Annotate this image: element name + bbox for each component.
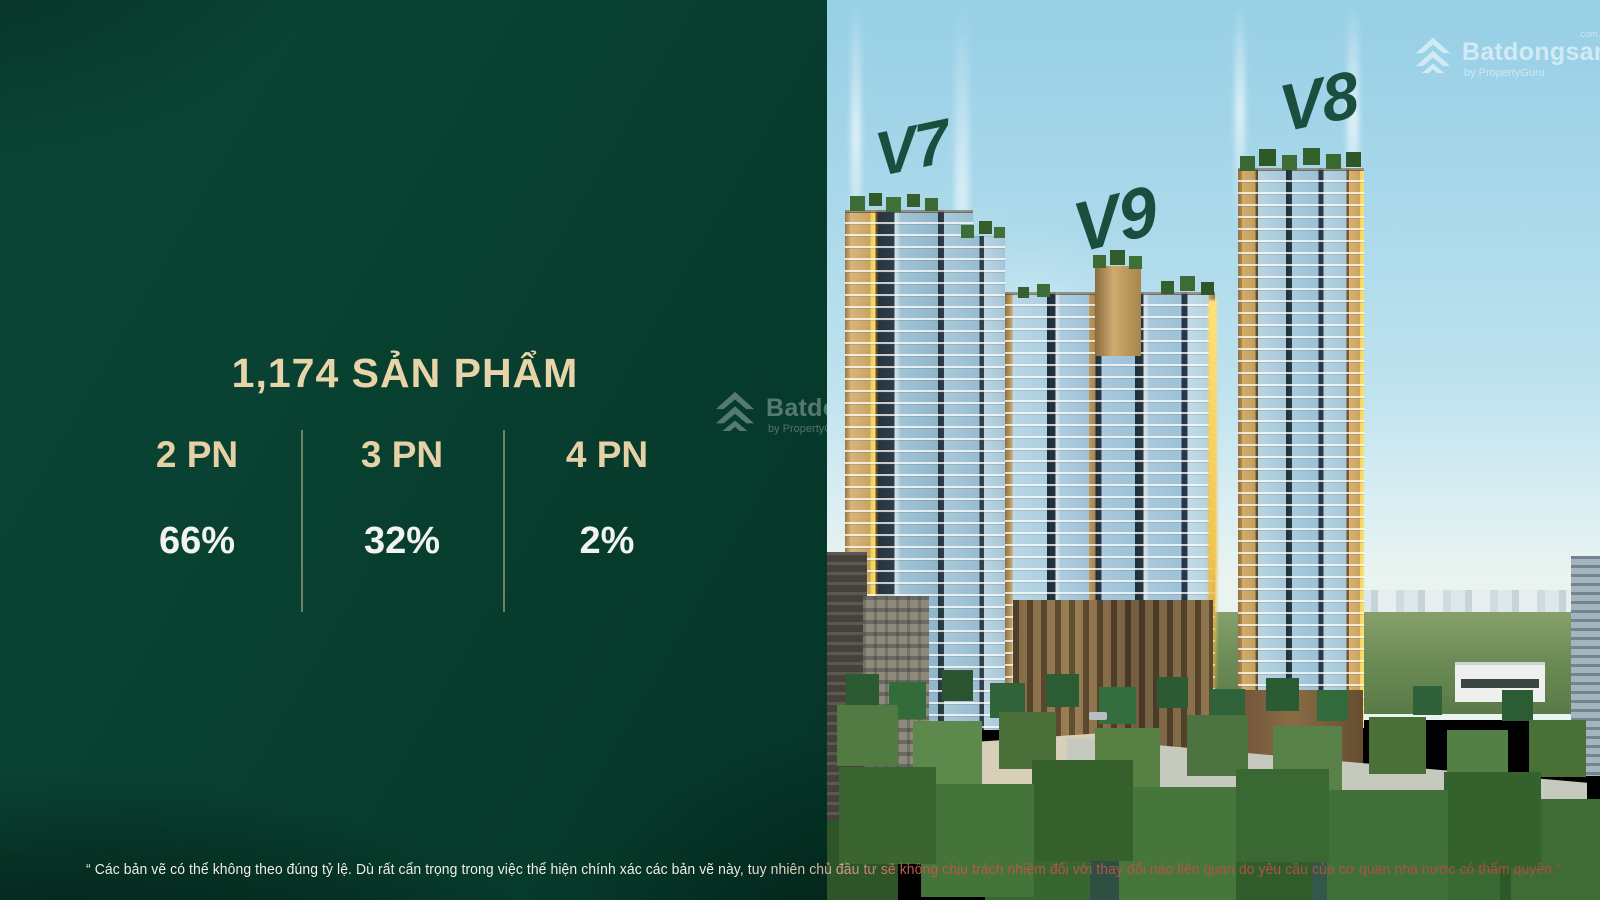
stat-divider bbox=[301, 430, 303, 612]
watermark-batdongsan-topright: .com.vn Batdongsan by PropertyGuru bbox=[1412, 30, 1600, 79]
light-streak bbox=[851, 0, 861, 300]
stat-label: 2 PN bbox=[155, 434, 239, 475]
car bbox=[1295, 866, 1317, 876]
light-streak bbox=[1235, 0, 1245, 240]
left-stats-panel: 1,174 SẢN PHẨM 2 PN 66% 3 PN 32% 4 PN 2% bbox=[0, 0, 827, 900]
watermark-brand: Batdongsan bbox=[1462, 38, 1600, 66]
low-white-building bbox=[1455, 662, 1545, 702]
watermark-brand: Batdongsan bbox=[766, 394, 827, 422]
stat-column-2pn: 2 PN 66% bbox=[92, 432, 302, 564]
tree-canopy-front bbox=[827, 0, 828, 1]
batdongsan-house-icon bbox=[1415, 37, 1451, 73]
watermark-byline: by PropertyGuru bbox=[768, 423, 827, 435]
watermark-batdongsan-center: .com.vn Batdongsan by PropertyGuru bbox=[712, 386, 827, 435]
project-render-photo: V7 V9 V8 .com.vn Batdongsan by PropertyG… bbox=[827, 0, 1600, 900]
stat-label: 3 PN bbox=[360, 434, 444, 475]
car bbox=[1247, 856, 1271, 867]
watermark-text: .com.vn Batdongsan by PropertyGuru bbox=[1462, 30, 1600, 79]
stats-title: 1,174 SẢN PHẨM bbox=[231, 350, 579, 396]
tower-v9-core bbox=[1095, 266, 1141, 356]
tower-label-v7: V7 bbox=[870, 106, 953, 191]
stat-column-4pn: 4 PN 2% bbox=[502, 432, 712, 564]
foreground-building bbox=[827, 552, 867, 882]
tower-label-v9: V9 bbox=[1067, 170, 1163, 268]
tower-v7-roof-step bbox=[973, 208, 1007, 236]
stat-column-3pn: 3 PN 32% bbox=[297, 432, 507, 564]
tower-v8 bbox=[1238, 168, 1364, 728]
tower-v9-podium bbox=[1013, 600, 1213, 750]
background-building bbox=[1571, 556, 1600, 776]
watermark-text: .com.vn Batdongsan by PropertyGuru bbox=[766, 386, 827, 435]
stat-value: 32% bbox=[363, 520, 441, 562]
stat-value: 66% bbox=[158, 520, 236, 562]
batdongsan-house-icon bbox=[715, 391, 755, 431]
watermark-domain: .com.vn bbox=[1577, 29, 1600, 39]
stat-value: 2% bbox=[579, 520, 635, 562]
car bbox=[1089, 712, 1107, 720]
foreground-building bbox=[863, 596, 929, 858]
disclaimer-text: “ Các bản vẽ có thể không theo đúng tỷ l… bbox=[86, 861, 1561, 878]
watermark-byline: by PropertyGuru bbox=[1464, 67, 1545, 79]
crosswalk bbox=[1120, 798, 1230, 824]
stat-divider bbox=[503, 430, 505, 612]
tower-v9-sunlit-edge bbox=[1208, 300, 1217, 730]
stat-label: 4 PN bbox=[565, 434, 649, 475]
tower-label-v8: V8 bbox=[1274, 56, 1363, 146]
